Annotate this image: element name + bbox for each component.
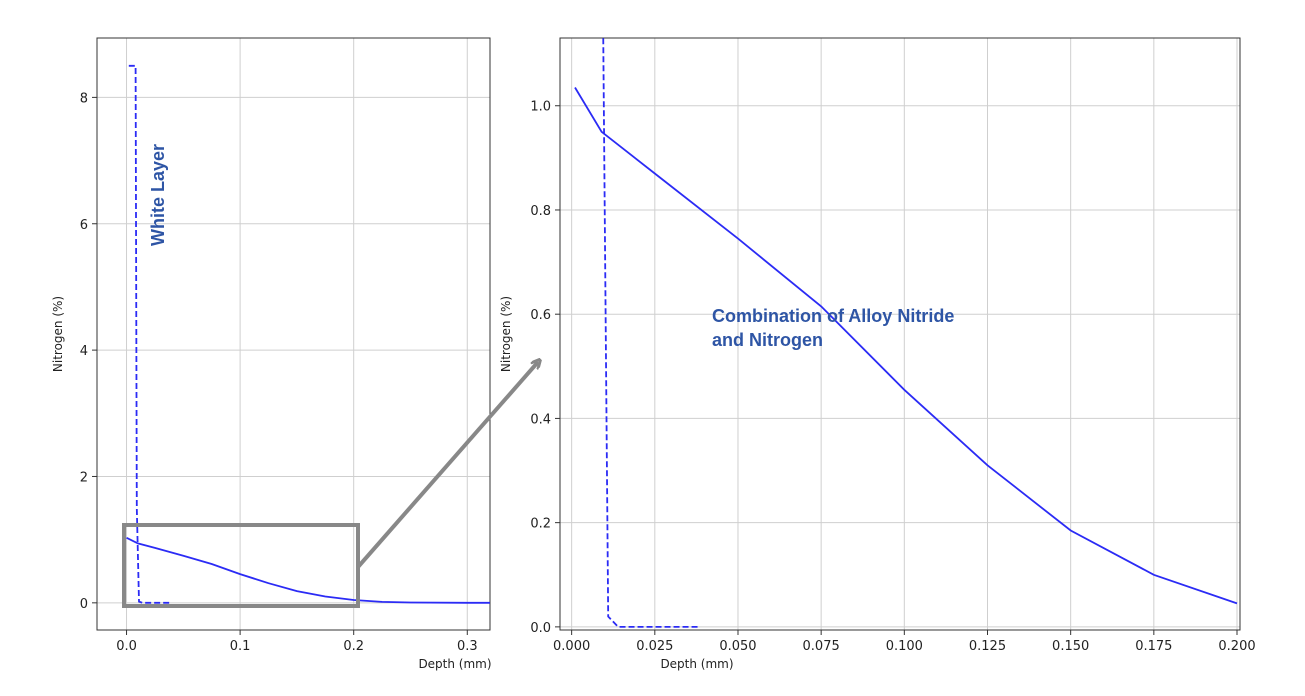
- data-line: [128, 64, 170, 604]
- y-tick-label: 6: [80, 218, 88, 233]
- x-axis-label: Depth (mm): [418, 657, 491, 671]
- y-tick-label: 0: [80, 597, 88, 612]
- annotation-text: and Nitrogen: [712, 330, 823, 350]
- y-tick-label: 0.0: [530, 621, 551, 636]
- x-tick-label: 0.3: [457, 639, 478, 654]
- x-tick-label: 0.025: [636, 639, 673, 654]
- charts: 0.0 0.1 0.2 0.3 0 2 4 6 8 Depth (mm) Nitrogen (%) W…: [51, 37, 1256, 671]
- x-tick-label: 0.175: [1135, 639, 1172, 654]
- x-tick-label: 0.0: [116, 639, 137, 654]
- plot-frame: [96, 37, 491, 631]
- x-tick-label: 0.100: [886, 639, 923, 654]
- y-tick-label: 2: [80, 470, 88, 485]
- plot-frame: [559, 37, 1241, 631]
- y-axis-label: Nitrogen (%): [499, 296, 513, 372]
- data-line: [126, 536, 490, 604]
- y-tick-label: 4: [80, 344, 88, 359]
- annotation-text: White Layer: [148, 144, 168, 246]
- y-tick-label: 0.6: [530, 308, 551, 323]
- x-tick-label: 0.075: [803, 639, 840, 654]
- x-tick-label: 0.150: [1052, 639, 1089, 654]
- annotation: White Layer: [148, 144, 168, 246]
- data-line: [574, 87, 1238, 605]
- annotation-text: Combination of Alloy Nitride: [712, 306, 954, 326]
- x-tick-label: 0.1: [230, 639, 251, 654]
- y-tick-label: 8: [80, 91, 88, 106]
- y-tick-label: 0.8: [530, 204, 551, 219]
- x-tick-label: 0.200: [1218, 639, 1255, 654]
- annotation: Combination of Alloy Nitride and Nitrogen: [712, 306, 954, 350]
- zoom-box: [122, 523, 360, 608]
- x-tick-label: 0.000: [553, 639, 590, 654]
- zoom-arrow: [356, 362, 538, 569]
- x-tick-label: 0.050: [719, 639, 756, 654]
- x-tick-label: 0.2: [343, 639, 364, 654]
- y-tick-label: 0.2: [530, 517, 551, 532]
- y-tick-label: 1.0: [530, 100, 551, 115]
- data-line: [602, 38, 699, 628]
- x-tick-label: 0.125: [969, 639, 1006, 654]
- y-tick-label: 0.4: [530, 412, 551, 427]
- y-axis-label: Nitrogen (%): [51, 296, 65, 372]
- x-axis-label: Depth (mm): [660, 657, 733, 671]
